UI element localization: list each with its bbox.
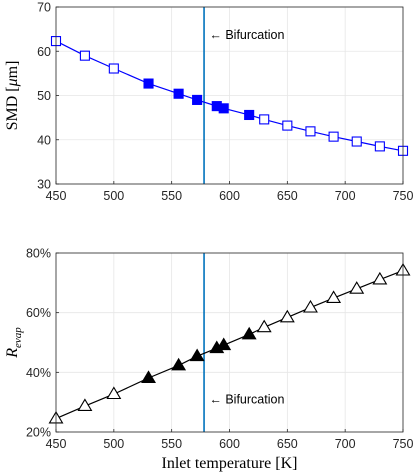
smd-y-tick-label: 70 bbox=[37, 1, 51, 15]
hollow-square-marker bbox=[305, 126, 316, 137]
revap-x-tick-label: 600 bbox=[219, 437, 240, 451]
hollow-square-marker bbox=[79, 50, 90, 61]
revap-y-tick-label: 80% bbox=[26, 247, 51, 261]
revap-x-tick-label: 450 bbox=[46, 437, 67, 451]
filled-square-marker bbox=[173, 88, 184, 99]
revap-y-tick-label: 40% bbox=[26, 366, 51, 380]
smd-panel: 450 500 550 600 650 700 750 30 40 50 60 70 ← Bifurc… bbox=[4, 1, 413, 204]
revap-bifurcation-annotation: ← Bifurcation bbox=[209, 393, 284, 407]
filled-square-marker bbox=[244, 109, 255, 121]
hollow-triangle-marker bbox=[77, 398, 93, 411]
hollow-triangle-marker bbox=[106, 386, 122, 400]
hollow-triangle-marker bbox=[326, 290, 342, 303]
revap-x-tick-label: 500 bbox=[103, 437, 124, 451]
revap-y-axis-label: Revap bbox=[4, 327, 24, 359]
revap-x-tick-label: 550 bbox=[161, 437, 182, 451]
filled-triangle-marker bbox=[141, 370, 156, 383]
filled-triangle-marker bbox=[216, 337, 232, 351]
revap-x-tick-label: 700 bbox=[335, 437, 356, 451]
filled-triangle-marker bbox=[241, 326, 257, 340]
hollow-square-marker bbox=[374, 141, 385, 152]
filled-square-marker bbox=[192, 94, 203, 105]
revap-series-line bbox=[55, 270, 404, 420]
revap-ticks: 450 500 550 600 650 700 750 20% 40% 60% 80% bbox=[26, 247, 414, 452]
revap-y-tick-label: 60% bbox=[26, 306, 51, 320]
smd-markers bbox=[50, 36, 409, 156]
smd-x-tick-label: 750 bbox=[393, 189, 414, 203]
filled-triangle-marker bbox=[171, 357, 187, 371]
smd-series-line bbox=[55, 40, 404, 152]
smd-ticks: 450 500 550 600 650 700 750 30 40 50 60 70 bbox=[37, 1, 413, 204]
smd-x-tick-label: 650 bbox=[277, 189, 298, 203]
smd-y-axis-label: SMD [μm] bbox=[4, 61, 21, 131]
smd-y-tick-label: 30 bbox=[37, 178, 51, 192]
hollow-square-marker bbox=[351, 136, 362, 147]
hollow-triangle-marker bbox=[279, 309, 295, 323]
smd-x-tick-label: 550 bbox=[161, 189, 182, 203]
hollow-square-marker bbox=[282, 120, 293, 131]
smd-bifurcation-annotation: ← Bifurcation bbox=[209, 28, 284, 42]
smd-x-tick-label: 600 bbox=[219, 189, 240, 203]
filled-square-marker bbox=[143, 78, 154, 89]
revap-panel: 450 500 550 600 650 700 750 20% 40% 60% 80% ← Bifu… bbox=[4, 247, 413, 473]
smd-x-tick-label: 700 bbox=[335, 189, 356, 203]
hollow-square-marker bbox=[259, 114, 270, 125]
smd-y-tick-label: 50 bbox=[37, 89, 51, 103]
revap-x-tick-label: 650 bbox=[277, 437, 298, 451]
revap-x-tick-label: 750 bbox=[393, 437, 414, 451]
hollow-triangle-marker bbox=[303, 299, 318, 313]
hollow-triangle-marker bbox=[372, 271, 388, 285]
filled-triangle-marker bbox=[189, 348, 205, 362]
revap-y-tick-label: 20% bbox=[26, 426, 51, 440]
hollow-square-marker bbox=[328, 131, 339, 142]
smd-y-tick-label: 60 bbox=[37, 45, 51, 59]
smd-x-tick-label: 500 bbox=[103, 189, 124, 203]
hollow-square-marker bbox=[108, 63, 119, 74]
smd-y-tick-label: 40 bbox=[37, 133, 51, 147]
hollow-triangle-marker bbox=[349, 281, 365, 294]
filled-square-marker bbox=[218, 103, 229, 114]
smd-x-tick-label: 450 bbox=[46, 189, 67, 203]
hollow-triangle-marker bbox=[256, 319, 272, 333]
x-axis-label: Inlet temperature [K] bbox=[162, 455, 298, 472]
